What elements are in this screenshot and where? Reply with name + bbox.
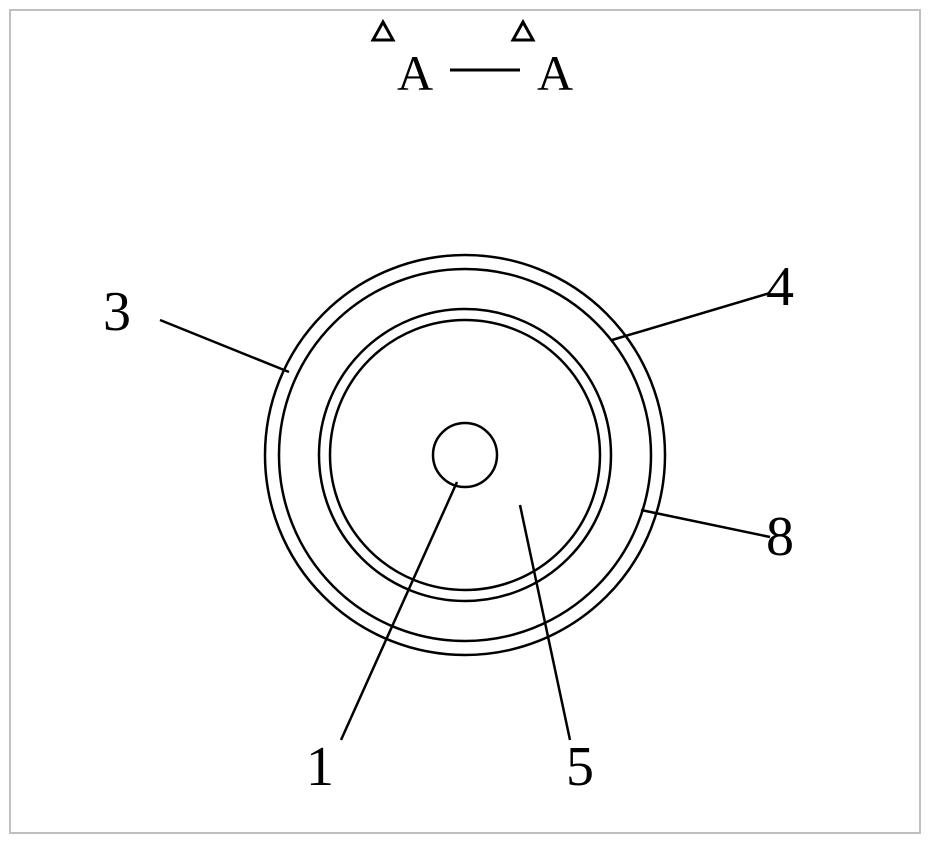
triangle-marker-right-icon [513, 22, 533, 40]
frame-border [10, 10, 920, 833]
section-letter-left: A [397, 45, 433, 101]
callout-label-8: 8 [766, 506, 794, 568]
leader-line-4 [612, 293, 770, 340]
callout-label-3: 3 [103, 281, 131, 343]
concentric-rings [265, 255, 665, 655]
ring-4 [433, 423, 497, 487]
section-label: A A [373, 22, 573, 101]
callout-label-1: 1 [306, 736, 334, 798]
ring-1 [279, 269, 651, 641]
ring-0 [265, 255, 665, 655]
callout-label-5: 5 [566, 736, 594, 798]
callout-label-4: 4 [766, 256, 794, 318]
ring-2 [319, 309, 611, 601]
diagram-canvas: A A 3 4 8 1 5 [0, 0, 930, 843]
triangle-marker-left-icon [373, 22, 393, 40]
leader-line-5 [520, 505, 570, 740]
callout-group: 3 4 8 1 5 [103, 256, 794, 798]
section-letter-right: A [537, 45, 573, 101]
ring-3 [330, 320, 600, 590]
leader-line-1 [341, 482, 457, 740]
leader-line-8 [641, 510, 770, 537]
leader-line-3 [160, 320, 289, 372]
